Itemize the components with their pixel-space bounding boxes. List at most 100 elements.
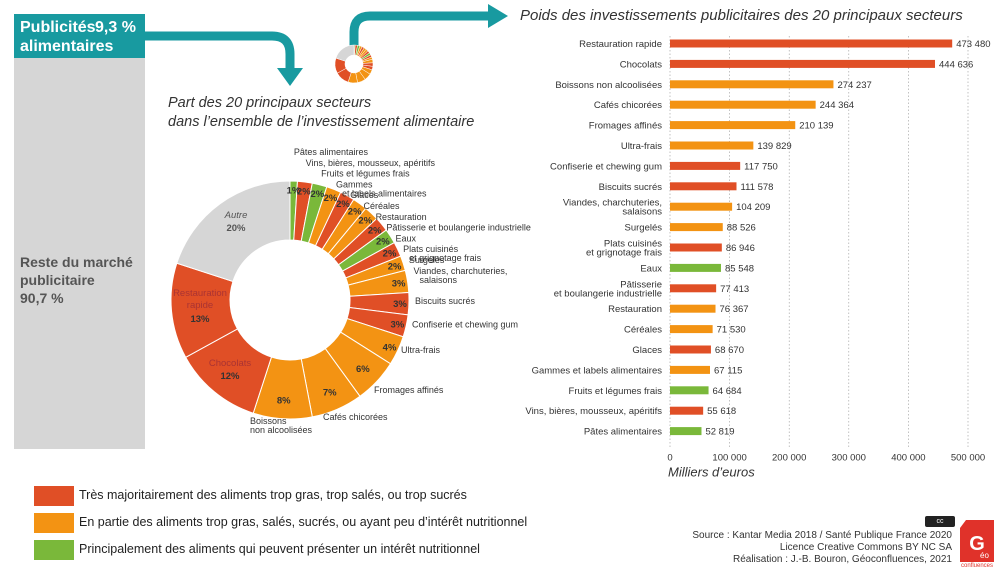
bar-value-label: 52 819 (705, 427, 734, 438)
bar-chart: 0 100 000 200 000 300 000 400 000 500 000 Mill… (525, 36, 991, 480)
bar (670, 365, 711, 374)
donut-percent-label: 20% (226, 223, 246, 234)
legend-swatch-green (34, 540, 74, 560)
donut-category-label: Glaces (350, 190, 379, 200)
bar-value-label: 85 548 (725, 263, 754, 274)
bar-category-label: Glaces (632, 345, 662, 356)
donut-category-label: Eaux (396, 233, 417, 243)
mini-donut-icon (334, 44, 374, 84)
donut-percent-label: 2% (324, 193, 338, 204)
rest-of-market-value: 90,7 % (20, 290, 64, 306)
bar-value-label: 104 209 (736, 202, 770, 213)
donut-percent-label: 13% (190, 314, 210, 325)
donut-title: Part des 20 principaux secteurs dans l’e… (168, 94, 474, 132)
donut-category-label: et labels alimentaires (342, 188, 427, 198)
donut-category-label: Restauration (173, 288, 227, 299)
x-tick-label: 0 (667, 453, 672, 464)
donut-category-label: Gammes (336, 179, 373, 189)
bar (670, 243, 722, 252)
donut-percent-label: 2% (388, 262, 402, 273)
bar-value-label: 86 946 (726, 243, 755, 254)
bar (670, 59, 936, 68)
x-tick-label: 300 000 (832, 453, 866, 464)
bar-value-label: 117 750 (744, 161, 778, 172)
arrow-to-donut-icon (145, 31, 295, 70)
bar (670, 406, 704, 415)
credits: Source : Kantar Media 2018 / Santé Publi… (652, 530, 952, 566)
bar-category-label: Plats cuisinés (604, 239, 662, 250)
bar-category-label: Viandes, charchuteries, (563, 198, 662, 209)
bar-category-label: Confiserie et chewing gum (550, 161, 662, 172)
bar-value-label: 473 480 (956, 39, 990, 50)
x-tick-label: 500 000 (951, 453, 985, 464)
donut-percent-label: 2% (310, 189, 324, 200)
donut-percent-label: 8% (277, 395, 291, 406)
donut-percent-label: 2% (368, 225, 382, 236)
bar (670, 121, 796, 130)
bar-value-label: 77 413 (720, 284, 749, 295)
bar-category-label: Chocolats (620, 59, 662, 70)
donut-category-label: Viandes, charchuteries, (413, 266, 507, 276)
food-ads-share-box: Publicités alimentaires 9,3 % (14, 14, 145, 58)
x-tick-label: 400 000 (891, 453, 925, 464)
svg-text:éo: éo (980, 551, 989, 560)
rest-of-market-line1: Reste du marché (20, 254, 133, 270)
bar (670, 386, 709, 395)
bar (670, 223, 723, 232)
bar-category-label: Eaux (640, 263, 662, 274)
bar-category-label: Pâtisserie (620, 279, 662, 290)
bar-value-label: 444 636 (939, 59, 973, 70)
bar-category-label: Gammes et labels alimentaires (532, 365, 663, 376)
geoconfluences-logo-icon: G éo confluences (960, 520, 994, 568)
donut-percent-label: 2% (336, 199, 350, 210)
bar (670, 202, 733, 211)
rest-of-market-box: Reste du marché publicitaire 90,7 % (14, 58, 145, 449)
x-tick-label: 200 000 (772, 453, 806, 464)
donut-percent-label: 2% (348, 207, 362, 218)
legend-label: Principalement des aliments qui peuvent … (79, 542, 480, 556)
bar (670, 284, 717, 293)
donut-category-label: Cafés chicorées (323, 412, 388, 422)
bar-value-label: 76 367 (720, 304, 749, 315)
donut-category-label: Autre (224, 210, 248, 221)
bar-value-label: 139 829 (757, 141, 791, 152)
donut-category-label: Boissons (250, 416, 287, 426)
x-axis-label: Milliers d’euros (668, 465, 755, 480)
donut-percent-label: 4% (383, 342, 397, 353)
donut-category-label: Ultra-frais (401, 345, 441, 355)
donut-category-label: Biscuits sucrés (415, 296, 476, 306)
donut-category-label: Fromages affinés (374, 385, 444, 395)
donut-category-label: rapide (187, 300, 213, 311)
bar (670, 345, 711, 354)
mini-donut-slice (335, 44, 355, 62)
bar-value-label: 210 139 (799, 121, 833, 132)
bar-category-label: Ultra-frais (621, 141, 662, 152)
donut-percent-label: 3% (393, 299, 407, 310)
donut-category-label: Fruits et légumes frais (321, 169, 410, 179)
bar (670, 161, 741, 170)
bar-category-label: et boulangerie industrielle (554, 288, 662, 299)
donut-percent-label: 12% (220, 371, 240, 382)
donut-category-label: Confiserie et chewing gum (412, 319, 518, 329)
food-ads-share-value: 9,3 % (95, 19, 136, 36)
x-tick-label: 100 000 (712, 453, 746, 464)
bar-category-label: Restauration rapide (579, 39, 662, 50)
legend-label: En partie des aliments trop gras, salés,… (79, 515, 528, 529)
bar-category-label: Surgelés (625, 223, 663, 234)
bar-value-label: 71 530 (717, 325, 746, 336)
creative-commons-icon: cc (925, 516, 955, 527)
legend-swatch-red (34, 486, 74, 506)
donut-chart (170, 180, 410, 420)
bar-category-label: Fruits et légumes frais (569, 386, 663, 397)
donut-category-label: Surgelés (409, 255, 445, 265)
bar (670, 427, 702, 436)
bar (670, 141, 754, 150)
donut-percent-label: 2% (297, 186, 311, 197)
bar-category-label: Cafés chicorées (594, 100, 662, 111)
donut-category-label: salaisons (419, 275, 457, 285)
bar-value-label: 274 237 (837, 80, 871, 91)
arrow-to-bars-icon (349, 11, 490, 48)
bars-title: Poids des investissements publicitaires … (520, 7, 963, 24)
